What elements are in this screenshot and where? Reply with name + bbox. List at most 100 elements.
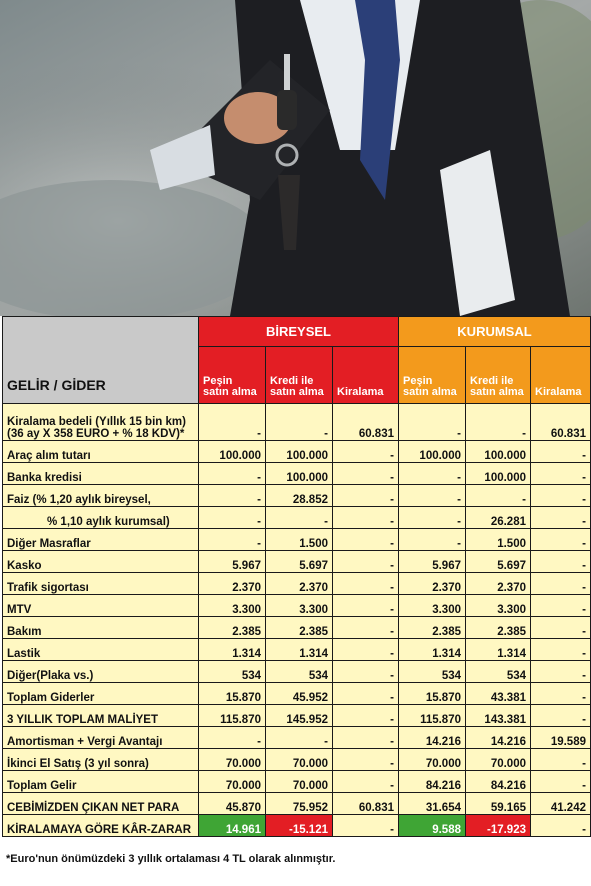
cell-b3: - <box>332 550 399 573</box>
cell-b3: - <box>332 528 399 551</box>
row-label: MTV <box>2 594 199 617</box>
cell-b2: -15.121 <box>265 814 333 837</box>
cell-k2: - <box>465 403 531 441</box>
cell-k3: - <box>530 506 591 529</box>
row-label: Trafik sigortası <box>2 572 199 595</box>
cell-k2: 1.314 <box>465 638 531 661</box>
cell-b2: 70.000 <box>265 770 333 793</box>
table-row: Bakım 2.385 2.385-2.385 2.385- <box>2 616 591 639</box>
cell-k3: - <box>530 572 591 595</box>
cell-k2: 534 <box>465 660 531 683</box>
cell-b2: 145.952 <box>265 704 333 727</box>
cell-k3: - <box>530 638 591 661</box>
cell-b3: - <box>332 682 399 705</box>
table-row: % 1,10 aylık kurumsal) - - - -26.281- <box>2 506 591 529</box>
cell-b2: 534 <box>265 660 333 683</box>
row-label: Banka kredisi <box>2 462 199 485</box>
table-row: Lastik 1.314 1.314-1.314 1.314- <box>2 638 591 661</box>
gelir-gider-header: GELİR / GİDER <box>2 316 199 404</box>
cell-b2: 28.852 <box>265 484 333 507</box>
cell-k3: - <box>530 682 591 705</box>
row-label: Diğer(Plaka vs.) <box>2 660 199 683</box>
cell-k2: 84.216 <box>465 770 531 793</box>
cell-b1: 45.870 <box>198 792 266 815</box>
kurumsal-header: KURUMSAL <box>398 316 591 347</box>
bireysel-kredi-header: Kredi ile satın alma <box>265 346 333 404</box>
cell-b2: 3.300 <box>265 594 333 617</box>
cell-k2: 5.697 <box>465 550 531 573</box>
cell-b3: - <box>332 484 399 507</box>
cell-b3: - <box>332 572 399 595</box>
cell-b2: 5.697 <box>265 550 333 573</box>
row-label: Kiralama bedeli (Yıllık 15 bin km) (36 ay… <box>2 403 199 441</box>
cell-k1: 2.370 <box>398 572 466 595</box>
cell-b2: - <box>265 506 333 529</box>
cell-k2: 26.281 <box>465 506 531 529</box>
cell-k3: - <box>530 484 591 507</box>
table-row: CEBİMİZDEN ÇIKAN NET PARA 45.870 75.952 60.… <box>2 792 591 815</box>
cell-k1: 3.300 <box>398 594 466 617</box>
table-row: 3 YILLIK TOPLAM MALİYET 115.870 145.952-11… <box>2 704 591 727</box>
row-label: 3 YILLIK TOPLAM MALİYET <box>2 704 199 727</box>
cell-b2: 100.000 <box>265 440 333 463</box>
cell-k3: - <box>530 814 591 837</box>
cell-b2: 100.000 <box>265 462 333 485</box>
row-label: İkinci El Satış (3 yıl sonra) <box>2 748 199 771</box>
bireysel-header: BİREYSEL <box>198 316 399 347</box>
cell-b3: - <box>332 594 399 617</box>
header-photo <box>0 0 591 316</box>
cell-b1: - <box>198 403 266 441</box>
row-label: Kasko <box>2 550 199 573</box>
cell-b1: 534 <box>198 660 266 683</box>
cell-k1: - <box>398 528 466 551</box>
cell-k3: 60.831 <box>530 403 591 441</box>
bireysel-pesin-header: Peşin satın alma <box>198 346 266 404</box>
cell-k2: -17.923 <box>465 814 531 837</box>
cell-k1: 534 <box>398 660 466 683</box>
cell-b2: 70.000 <box>265 748 333 771</box>
cell-k2: 43.381 <box>465 682 531 705</box>
table-row: Araç alım tutarı 100.000 100.000-100.000 10… <box>2 440 591 463</box>
row-label: KİRALAMAYA GÖRE KÂR-ZARAR <box>2 814 199 837</box>
table-row: Banka kredisi -100.000- -100.000- <box>2 462 591 485</box>
cell-k1: - <box>398 484 466 507</box>
table-row: Kasko 5.967 5.697-5.967 5.697- <box>2 550 591 573</box>
cell-k3: - <box>530 770 591 793</box>
row-label: Faiz (% 1,20 aylık bireysel, <box>2 484 199 507</box>
cell-k1: 100.000 <box>398 440 466 463</box>
table-row: KİRALAMAYA GÖRE KÂR-ZARAR 14.961 -15.121-9… <box>2 814 591 837</box>
cell-k2: 100.000 <box>465 462 531 485</box>
cell-b3: - <box>332 770 399 793</box>
cell-b1: - <box>198 528 266 551</box>
kurumsal-pesin-header: Peşin satın alma <box>398 346 466 404</box>
cell-b1: 3.300 <box>198 594 266 617</box>
cell-k2: 14.216 <box>465 726 531 749</box>
cell-b2: 75.952 <box>265 792 333 815</box>
cell-k1: 1.314 <box>398 638 466 661</box>
car-key-photo <box>0 0 591 316</box>
cell-b2: - <box>265 726 333 749</box>
cell-b2: 1.314 <box>265 638 333 661</box>
cell-k3: 19.589 <box>530 726 591 749</box>
cell-k3: 41.242 <box>530 792 591 815</box>
cell-k1: 84.216 <box>398 770 466 793</box>
comparison-table: GELİR / GİDER BİREYSEL KURUMSAL Peşin sa… <box>2 316 591 837</box>
cell-b2: 2.385 <box>265 616 333 639</box>
cell-k2: 59.165 <box>465 792 531 815</box>
cell-b1: 115.870 <box>198 704 266 727</box>
cell-k1: 15.870 <box>398 682 466 705</box>
row-label: CEBİMİZDEN ÇIKAN NET PARA <box>2 792 199 815</box>
row-label-line1: Kiralama bedeli (Yıllık 15 bin km) <box>7 415 186 428</box>
cell-k3: - <box>530 462 591 485</box>
cell-b1: 2.370 <box>198 572 266 595</box>
cell-k3: - <box>530 528 591 551</box>
table-row: Toplam Gelir 70.000 70.000-84.216 84.216- <box>2 770 591 793</box>
comparison-table-wrap: GELİR / GİDER BİREYSEL KURUMSAL Peşin sa… <box>2 316 591 837</box>
cell-b2: 2.370 <box>265 572 333 595</box>
cell-k2: - <box>465 484 531 507</box>
cell-k3: - <box>530 704 591 727</box>
cell-k1: 115.870 <box>398 704 466 727</box>
cell-b3: 60.831 <box>332 792 399 815</box>
cell-k2: 3.300 <box>465 594 531 617</box>
kurumsal-kiralama-header: Kiralama <box>530 346 591 404</box>
